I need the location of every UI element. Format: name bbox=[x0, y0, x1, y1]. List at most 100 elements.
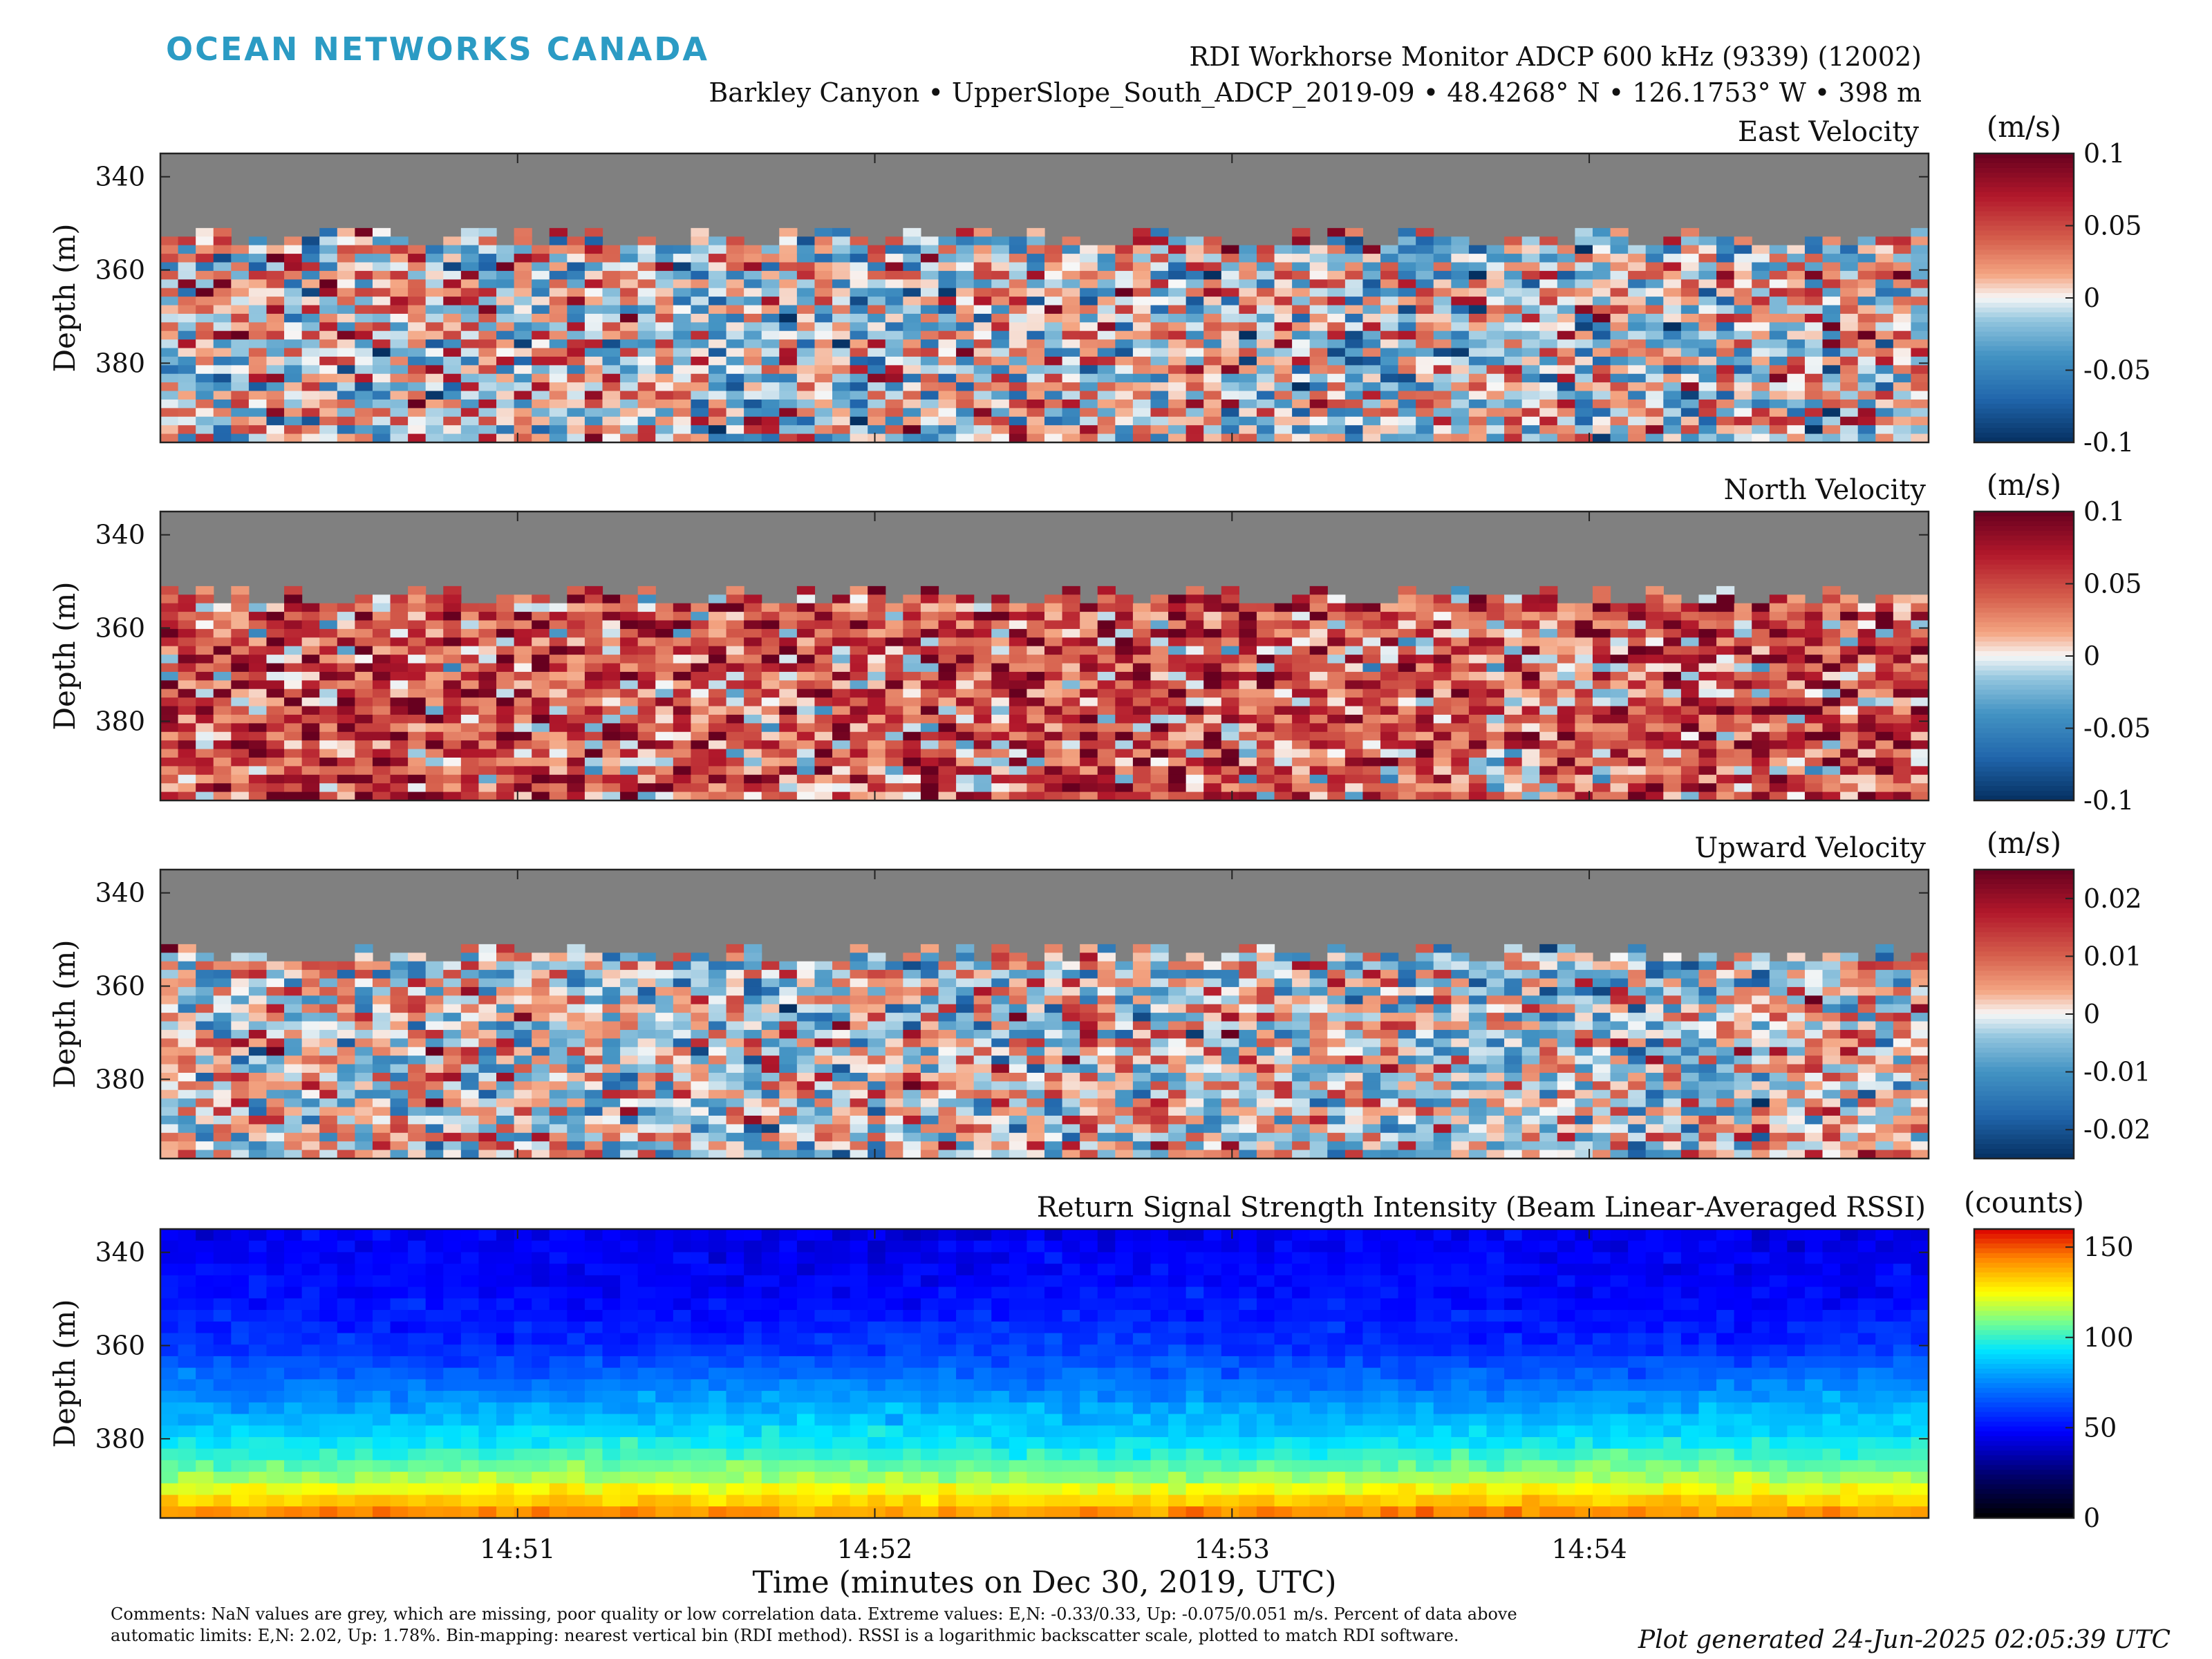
heatmap-cell bbox=[1610, 612, 1629, 621]
heatmap-cell bbox=[532, 391, 550, 400]
heatmap-cell bbox=[1911, 757, 1929, 767]
heatmap-cell bbox=[266, 766, 285, 776]
heatmap-cell bbox=[1875, 262, 1894, 272]
heatmap-cell bbox=[1504, 774, 1523, 784]
heatmap-cell bbox=[532, 757, 550, 767]
heatmap-cell bbox=[1362, 408, 1381, 418]
heatmap-cell bbox=[319, 425, 338, 435]
heatmap-cell bbox=[850, 620, 868, 630]
heatmap-cell bbox=[196, 365, 214, 375]
heatmap-cell bbox=[1539, 356, 1558, 366]
heatmap-cell bbox=[478, 297, 497, 306]
heatmap-cell bbox=[567, 425, 585, 435]
heatmap-cell bbox=[1380, 425, 1399, 435]
heatmap-cell bbox=[1521, 723, 1540, 733]
heatmap-cell bbox=[1203, 646, 1222, 655]
heatmap-cell bbox=[1610, 620, 1629, 630]
heatmap-cell bbox=[496, 774, 515, 784]
heatmap-cell bbox=[691, 313, 709, 323]
heatmap-cell bbox=[1822, 254, 1841, 263]
heatmap-cell bbox=[1009, 399, 1028, 409]
heatmap-cell bbox=[850, 254, 868, 263]
heatmap-cell bbox=[1486, 365, 1505, 375]
heatmap-cell bbox=[726, 305, 744, 315]
heatmap-cell bbox=[1504, 330, 1523, 340]
heatmap-cell bbox=[1680, 227, 1700, 237]
heatmap-cell bbox=[532, 603, 550, 612]
heatmap-cell bbox=[1769, 330, 1788, 340]
heatmap-cell bbox=[1344, 305, 1364, 315]
heatmap-cell bbox=[973, 749, 992, 758]
heatmap-cell bbox=[1857, 313, 1876, 323]
colorbar-tick-label: -0.1 bbox=[2083, 785, 2134, 816]
heatmap-cell bbox=[1787, 757, 1806, 767]
heatmap-cell bbox=[532, 356, 550, 366]
heatmap-cell bbox=[779, 655, 798, 664]
heatmap-cell bbox=[637, 791, 656, 801]
heatmap-cell bbox=[956, 620, 975, 630]
heatmap-cell bbox=[1822, 774, 1841, 784]
heatmap-cell bbox=[532, 655, 550, 664]
heatmap-cell bbox=[620, 348, 639, 357]
heatmap-cell bbox=[885, 382, 903, 392]
heatmap-cell bbox=[1645, 766, 1664, 776]
heatmap-cell bbox=[920, 416, 939, 426]
heatmap-cell bbox=[178, 655, 196, 664]
heatmap-cell bbox=[478, 245, 497, 254]
heatmap-cell bbox=[1610, 408, 1629, 418]
heatmap-cell bbox=[1663, 245, 1682, 254]
heatmap-cell bbox=[637, 637, 656, 647]
heatmap-cell bbox=[337, 774, 355, 784]
heatmap-cell bbox=[1009, 297, 1028, 306]
heatmap-cell bbox=[460, 603, 480, 612]
heatmap-cell bbox=[620, 723, 639, 733]
heatmap-cell bbox=[1203, 757, 1222, 767]
heatmap-cell bbox=[1256, 612, 1275, 621]
heatmap-cell bbox=[1610, 425, 1629, 435]
heatmap-cell bbox=[637, 254, 656, 263]
heatmap-cell bbox=[584, 348, 603, 357]
heatmap-cell bbox=[1044, 774, 1063, 784]
heatmap-cell bbox=[1027, 348, 1045, 357]
heatmap-cell bbox=[620, 270, 639, 280]
heatmap-cell bbox=[266, 297, 285, 306]
heatmap-cell bbox=[443, 671, 462, 681]
heatmap-cell bbox=[1398, 425, 1416, 435]
heatmap-cell bbox=[1221, 731, 1239, 741]
heatmap-cell bbox=[814, 227, 833, 237]
heatmap-cell bbox=[248, 603, 268, 612]
heatmap-cell bbox=[1203, 594, 1222, 604]
heatmap-cell bbox=[691, 731, 709, 741]
heatmap-cell bbox=[885, 305, 903, 315]
heatmap-cell bbox=[920, 655, 939, 664]
heatmap-cell bbox=[779, 408, 798, 418]
heatmap-cell bbox=[850, 697, 868, 707]
heatmap-cell bbox=[1398, 655, 1416, 664]
heatmap-cell bbox=[1893, 620, 1912, 630]
colorbar-segment bbox=[1974, 641, 2074, 647]
heatmap-cell bbox=[443, 766, 462, 776]
heatmap-cell bbox=[355, 603, 373, 612]
heatmap-cell bbox=[1875, 620, 1894, 630]
heatmap-cell bbox=[567, 783, 585, 793]
heatmap-cell bbox=[1486, 245, 1505, 254]
heatmap-cell bbox=[1557, 391, 1575, 400]
heatmap-cell bbox=[796, 270, 816, 280]
heatmap-cell bbox=[1398, 408, 1416, 418]
heatmap-cell bbox=[1009, 706, 1028, 715]
heatmap-cell bbox=[372, 774, 391, 784]
heatmap-cell bbox=[903, 297, 921, 306]
heatmap-cell bbox=[602, 680, 621, 690]
heatmap-cell bbox=[726, 348, 744, 357]
heatmap-cell bbox=[1327, 399, 1346, 409]
heatmap-cell bbox=[460, 254, 480, 263]
heatmap-cell bbox=[1168, 620, 1187, 630]
heatmap-cell bbox=[1221, 688, 1239, 698]
heatmap-cell bbox=[1044, 245, 1063, 254]
heatmap-cell bbox=[1044, 330, 1063, 340]
heatmap-cell bbox=[956, 245, 975, 254]
heatmap-cell bbox=[1344, 408, 1364, 418]
heatmap-cell bbox=[1857, 671, 1876, 681]
heatmap-cell bbox=[1769, 279, 1788, 289]
heatmap-cell bbox=[532, 774, 550, 784]
